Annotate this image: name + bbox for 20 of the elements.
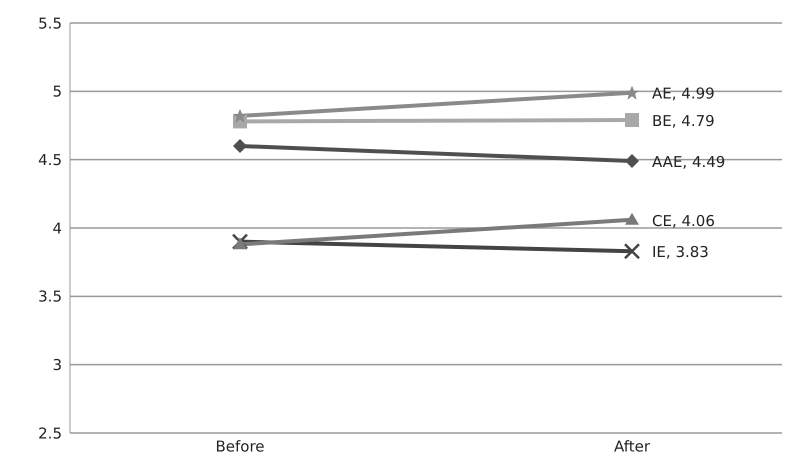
point <box>625 113 639 128</box>
data-label: AAE, 4.49 <box>652 153 726 172</box>
x-tick-label: After <box>614 438 651 456</box>
y-tick-label: 3 <box>52 356 62 374</box>
data-label: AE, 4.99 <box>652 84 715 103</box>
y-tick-label: 3.5 <box>38 288 62 306</box>
x-tick-label: Before <box>215 438 265 456</box>
y-tick-label: 2.5 <box>38 424 62 442</box>
point <box>625 154 639 168</box>
data-label: CE, 4.06 <box>652 212 715 230</box>
point <box>625 86 639 100</box>
point <box>624 242 640 260</box>
y-tick-label: 5 <box>52 82 62 101</box>
y-tick-label: 5.5 <box>38 14 62 32</box>
y-tick-label: 4 <box>52 219 62 238</box>
y-tick-label: 4.5 <box>38 150 62 169</box>
data-label: IE, 3.83 <box>652 243 709 262</box>
data-label: BE, 4.79 <box>652 112 715 130</box>
point <box>233 108 247 123</box>
point <box>233 139 247 153</box>
